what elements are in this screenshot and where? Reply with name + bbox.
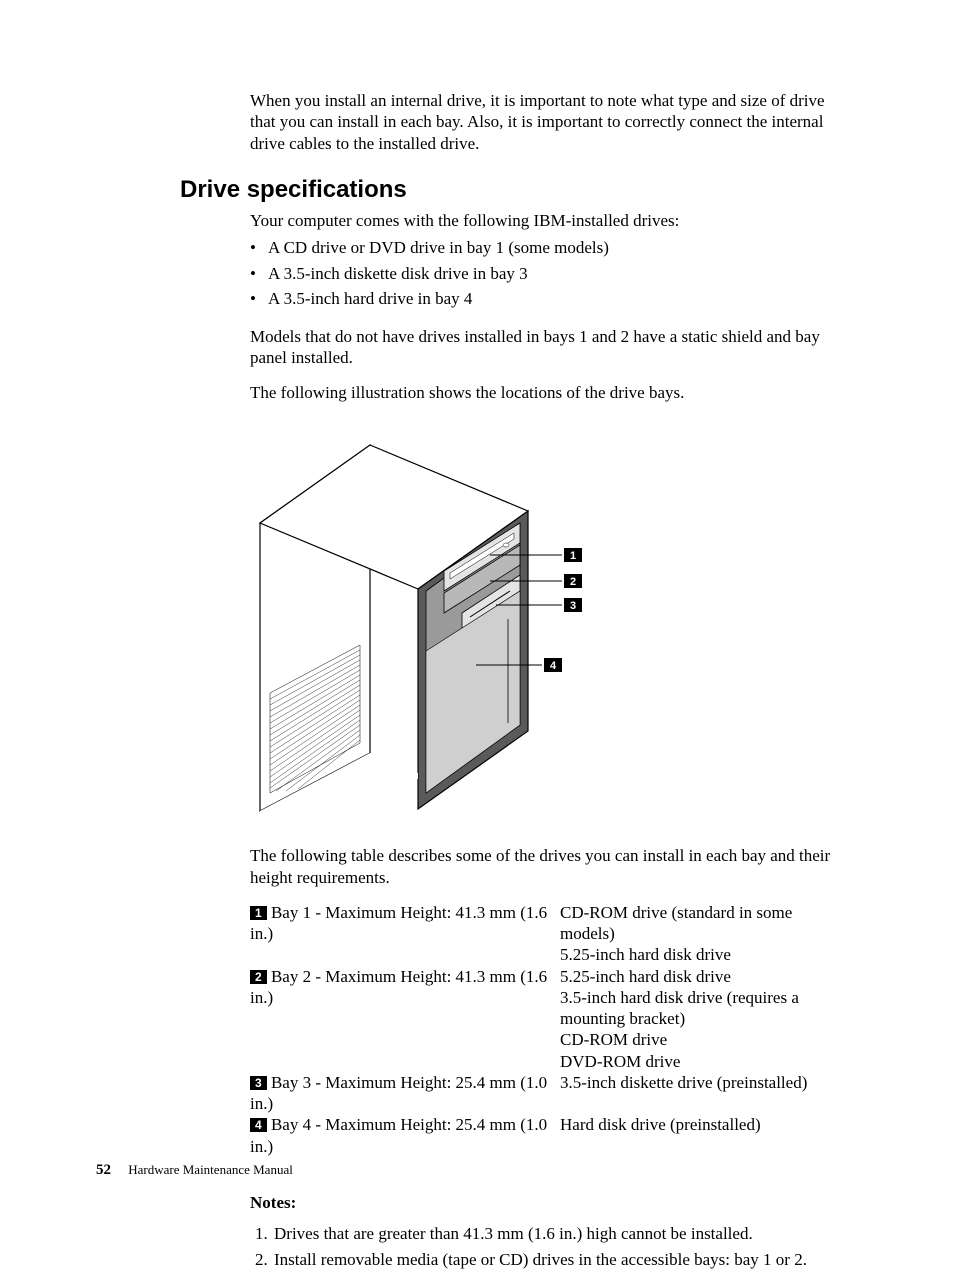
tower-svg: 1 2 3 4 [250, 423, 610, 818]
callout-labels: 1 2 3 4 [544, 548, 582, 672]
content-column: When you install an internal drive, it i… [250, 90, 844, 154]
drive-option: CD-ROM drive (standard in some models) [560, 902, 844, 945]
table-intro: The following table describes some of th… [250, 845, 844, 888]
bay1-drives: CD-ROM drive (standard in some models) 5… [560, 902, 844, 966]
static-shield-paragraph: Models that do not have drives installed… [250, 326, 844, 369]
callout-num-icon: 3 [250, 1076, 267, 1090]
callout-3: 3 [570, 600, 576, 612]
drive-option: CD-ROM drive [560, 1029, 844, 1050]
callout-num-icon: 1 [250, 906, 267, 920]
drive-option: 5.25-inch hard disk drive [560, 944, 844, 965]
bullet-item: A CD drive or DVD drive in bay 1 (some m… [250, 235, 844, 261]
illustration-caption: The following illustration shows the loc… [250, 382, 844, 403]
page-footer: 52 Hardware Maintenance Manual [96, 1162, 293, 1179]
page: When you install an internal drive, it i… [0, 0, 954, 1235]
bay1-button [503, 543, 509, 547]
notes-list: Drives that are greater than 41.3 mm (1.… [250, 1221, 844, 1273]
drive-option: 5.25-inch hard disk drive [560, 966, 844, 987]
callout-1: 1 [570, 550, 576, 562]
table-row: 3 Bay 3 - Maximum Height: 25.4 mm (1.0 i… [250, 1072, 844, 1115]
note-item: Drives that are greater than 41.3 mm (1.… [272, 1221, 844, 1247]
bay4-label: 4 Bay 4 - Maximum Height: 25.4 mm (1.0 i… [250, 1114, 560, 1157]
intro-paragraph: When you install an internal drive, it i… [250, 90, 844, 154]
bay-label-text: Bay 4 - Maximum Height: 25.4 mm (1.0 in.… [250, 1115, 547, 1155]
callout-num-icon: 4 [250, 1118, 267, 1132]
drive-bullets: A CD drive or DVD drive in bay 1 (some m… [250, 235, 844, 312]
section-body: Your computer comes with the following I… [250, 210, 844, 1273]
callout-4: 4 [550, 660, 557, 672]
note-item: Install removable media (tape or CD) dri… [272, 1247, 844, 1273]
drive-option: 3.5-inch diskette drive (preinstalled) [560, 1072, 844, 1093]
table-row: 2 Bay 2 - Maximum Height: 41.3 mm (1.6 i… [250, 966, 844, 1072]
table-row: 1 Bay 1 - Maximum Height: 41.3 mm (1.6 i… [250, 902, 844, 966]
drive-option: DVD-ROM drive [560, 1051, 844, 1072]
bay-label-text: Bay 3 - Maximum Height: 25.4 mm (1.0 in.… [250, 1073, 547, 1113]
drive-option: Hard disk drive (preinstalled) [560, 1114, 844, 1135]
callout-num-icon: 2 [250, 970, 267, 984]
drive-bay-illustration: 1 2 3 4 [250, 423, 844, 823]
spec-intro: Your computer comes with the following I… [250, 210, 844, 231]
bay-table: 1 Bay 1 - Maximum Height: 41.3 mm (1.6 i… [250, 902, 844, 1157]
bullet-item: A 3.5-inch diskette disk drive in bay 3 [250, 261, 844, 287]
notes-heading: Notes: [250, 1193, 844, 1213]
bay2-label: 2 Bay 2 - Maximum Height: 41.3 mm (1.6 i… [250, 966, 560, 1072]
doc-title: Hardware Maintenance Manual [128, 1162, 293, 1177]
bay-label-text: Bay 1 - Maximum Height: 41.3 mm (1.6 in.… [250, 903, 547, 943]
bay3-label: 3 Bay 3 - Maximum Height: 25.4 mm (1.0 i… [250, 1072, 560, 1115]
bay-label-text: Bay 2 - Maximum Height: 41.3 mm (1.6 in.… [250, 967, 547, 1007]
bay4-drives: Hard disk drive (preinstalled) [560, 1114, 844, 1157]
callout-2: 2 [570, 576, 576, 588]
page-number: 52 [96, 1162, 111, 1178]
drive-option: 3.5-inch hard disk drive (requires a mou… [560, 987, 844, 1030]
table-row: 4 Bay 4 - Maximum Height: 25.4 mm (1.0 i… [250, 1114, 844, 1157]
bay1-label: 1 Bay 1 - Maximum Height: 41.3 mm (1.6 i… [250, 902, 560, 966]
bullet-item: A 3.5-inch hard drive in bay 4 [250, 286, 844, 312]
bay3-drives: 3.5-inch diskette drive (preinstalled) [560, 1072, 844, 1115]
section-heading: Drive specifications [180, 176, 844, 204]
bay2-drives: 5.25-inch hard disk drive 3.5-inch hard … [560, 966, 844, 1072]
